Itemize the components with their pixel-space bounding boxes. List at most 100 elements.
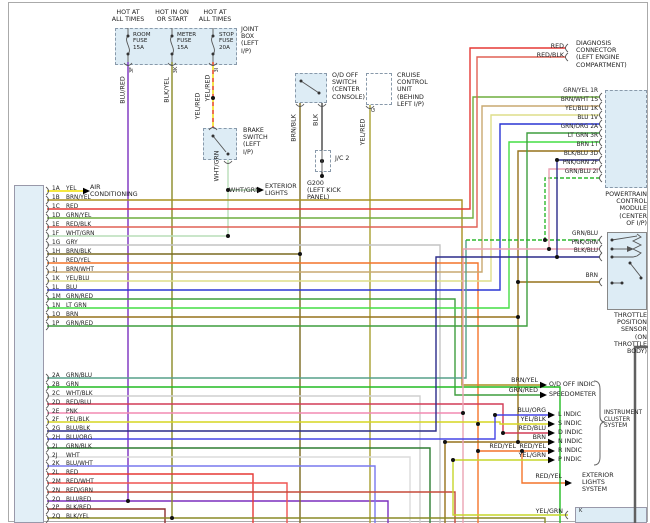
glyph-dot (226, 152, 230, 156)
pcm-pin-2a: GRN/ORG 2A (560, 124, 598, 130)
pin-1n: 1N (52, 303, 61, 310)
wire-yel-red: YEL/RED (204, 74, 212, 102)
cruise-control-label: CRUISE CONTROL UNIT (BEHIND LEFT I/P) (397, 72, 428, 108)
pin-color-1i: RED/YEL (66, 258, 91, 265)
pcm-pin-2f: PNK/GRN 2F (562, 160, 598, 166)
pcm-box (605, 90, 647, 188)
pcm-pin-3d: BLK/BLU 3D (563, 151, 598, 157)
pin-2o: 2O (52, 496, 61, 503)
pin-2e: 2E (52, 408, 60, 415)
pcm-pin-2i: GRN/BLU 2I (564, 169, 598, 175)
meter-fuse-label: METER FUSE 15A (177, 32, 197, 51)
tps-resistor (631, 233, 643, 257)
terminal-icon (45, 294, 49, 304)
wire-blk: BLK (312, 114, 320, 126)
exterior-lights-label: EXTERIOR LIGHTS (265, 183, 297, 198)
junction-dot (226, 234, 230, 238)
pin-1j: 1J (52, 267, 58, 274)
tps-pin: PNK/GRN (571, 240, 598, 246)
glyph-dot (317, 91, 321, 95)
terminal-icon (45, 258, 49, 268)
wire-row-2k (47, 465, 376, 523)
joint-box-label: JOINT BOX (LEFT I/P) (241, 26, 259, 55)
pin-color-2d: RED/BLU (66, 399, 92, 406)
junction-dot (516, 280, 520, 284)
tps-label: THROTTLE POSITION SENSOR (ON THROTTLE BO… (614, 312, 647, 356)
glyph-dot (620, 281, 624, 285)
junction-dot (451, 458, 455, 462)
pin-2l: 2L (52, 470, 59, 477)
instrument-cluster-brace (593, 380, 606, 466)
glyph-dot (610, 255, 614, 259)
pin-2f: 2F (52, 417, 60, 424)
terminal-icon (208, 62, 218, 66)
meter-fuse-symbol (170, 28, 174, 62)
terminal-icon (45, 496, 49, 506)
joint-box (115, 28, 237, 65)
room-fuse-label: ROOM FUSE 15A (133, 32, 151, 51)
wire-pcm-grn-blu (544, 177, 600, 240)
wire-yel-grn-bottom: YEL/GRN (535, 508, 563, 515)
wire-brn-yel: BRN/YEL (511, 377, 538, 384)
pin-1e: 1E (52, 222, 60, 229)
pin-2q: 2Q (52, 514, 61, 521)
terminal-icon (45, 514, 49, 523)
wire-row-2i (47, 447, 431, 523)
pcm-pin-1v: BLU 1V (577, 115, 598, 121)
terminal-icon (565, 43, 569, 53)
pin-2g: 2G (52, 426, 61, 433)
pin-2j: 2J (52, 452, 58, 459)
wire-row-2q (47, 517, 546, 523)
speedometer-label: SPEEDOMETER (549, 391, 597, 398)
pin-color-2m: RED/WHT (66, 479, 94, 485)
terminal-icon (45, 444, 49, 453)
terminal-icon (223, 160, 233, 164)
terminal-icon (45, 186, 49, 196)
pin-color-2c: WHT/BLK (66, 391, 93, 397)
stop-fuse-symbol (211, 28, 215, 62)
wire-blu-org: BLU/ORG (517, 407, 546, 414)
terminal-icon (599, 252, 603, 262)
glyph-dot (170, 34, 174, 38)
terminal-icon (208, 127, 218, 131)
junction-dot (547, 247, 551, 251)
tps-wiper-arrow (627, 246, 634, 252)
r-indic-label: R INDIC (558, 447, 583, 454)
arrow-icon (257, 186, 264, 194)
pin-2n: 2N (52, 487, 61, 494)
fuse-pin-3f: 3F (129, 66, 136, 74)
pin-color-2a: GRN/BLU (66, 373, 92, 380)
pin-color-1m: GRN/RED (66, 294, 93, 301)
junction-dot (476, 449, 480, 453)
wire-grn-red: GRN/RED (508, 387, 538, 394)
terminal-icon (45, 452, 49, 462)
brake-switch-blade (212, 135, 227, 153)
wire-yel-grn-wire (452, 459, 568, 516)
pin-color-2n: RED/GRN (66, 487, 93, 494)
wire-row-1b (47, 199, 540, 386)
pin-color-2o: BLU/RED (66, 496, 92, 503)
od-off-switch-label: O/D OFF SWITCH (CENTER CONSOLE) (332, 72, 365, 101)
arrow-icon (548, 429, 555, 437)
n-indic-label: N INDIC (558, 438, 583, 445)
wire-row-1p (47, 132, 600, 327)
terminal-icon (45, 408, 49, 418)
wire-row-1j (47, 105, 600, 273)
terminal-icon (45, 479, 49, 488)
wire-row-2b (47, 386, 561, 523)
wire-red-yel-ext: RED/YEL (535, 473, 562, 480)
wire-ext-lights-sys-wire (521, 451, 565, 484)
pin-color-1a: YEL (66, 186, 77, 193)
wire-brn-blk: BRN/BLK (290, 114, 298, 142)
arrow-icon (548, 411, 555, 419)
wire-red-yel-mid: RED/YEL (489, 443, 516, 450)
tps-wiper-top (611, 235, 638, 241)
junction-dot (520, 449, 524, 453)
pin-color-1h: BRN/BLK (66, 249, 92, 256)
pin-2b: 2B (52, 382, 60, 389)
wire-row-2j (47, 456, 411, 523)
terminal-icon (45, 240, 49, 250)
wire-brn-pcm (517, 150, 600, 442)
brake-switch-label: BRAKE SWITCH (LEFT I/P) (243, 127, 268, 156)
